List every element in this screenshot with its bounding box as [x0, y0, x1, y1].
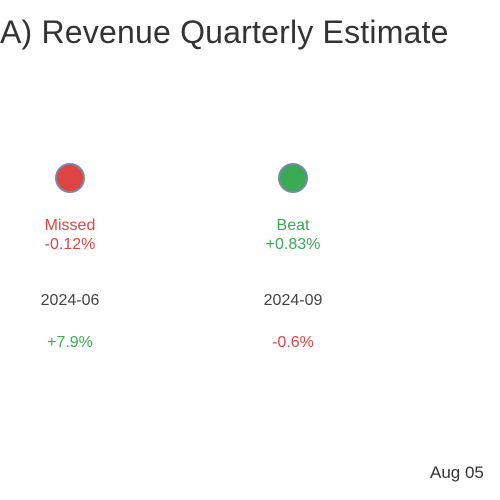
- price-change-label: -0.6%: [272, 334, 314, 351]
- price-change-label: -1: [436, 334, 500, 352]
- chart-title: A) Revenue Quarterly Estimate: [0, 14, 449, 50]
- result-dot: [55, 163, 85, 193]
- period-label: 2024-06: [40, 292, 100, 309]
- quarter-column-2024-06: Missed -0.12% 2024-06 +7.9%: [0, 0, 150, 500]
- footer-date: Aug 05: [430, 463, 484, 482]
- price-change-label: +7.9%: [47, 334, 93, 351]
- result-status-label: Missed: [44, 217, 96, 234]
- surprise-percent-label: +0.83%: [265, 236, 321, 253]
- quarter-column-20: +20 -1: [436, 0, 500, 500]
- result-dot: [278, 163, 308, 193]
- result-status-label: Beat: [276, 217, 310, 234]
- surprise-percent-label: -0.12%: [44, 236, 96, 253]
- surprise-percent-label: +: [436, 236, 500, 254]
- period-label: 2024-09: [263, 292, 323, 309]
- quarter-column-2024-09: Beat +0.83% 2024-09 -0.6%: [213, 0, 373, 500]
- period-label: 20: [436, 292, 500, 310]
